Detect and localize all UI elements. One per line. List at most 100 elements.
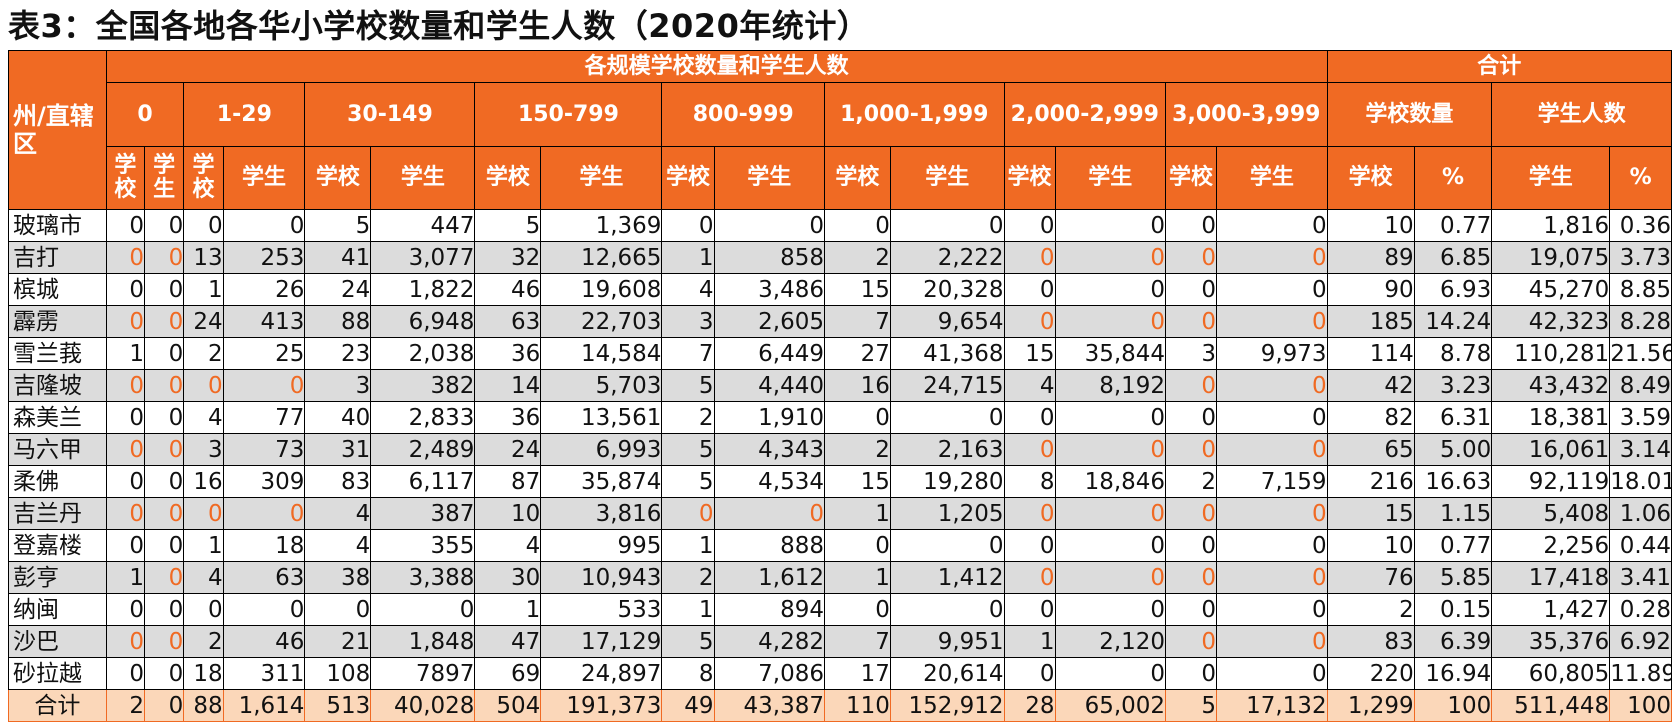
table-row: 雪兰莪 1 0 2 25 23 2,038 36 14,584 7 6,449 27 41,368 15 3…: [8, 337, 1672, 370]
table-cell: 4: [183, 401, 224, 434]
table-cell: 0: [1165, 241, 1218, 274]
table-row: 砂拉越 0 0 18 311 108 7897 69 24,897 8 7,086 17 20,614 0…: [8, 657, 1672, 690]
table-cell: 24,715: [889, 369, 1005, 402]
table-cell: 13,561: [540, 401, 663, 434]
table-cell: 4,282: [713, 625, 825, 658]
table-cell: 0: [1003, 561, 1056, 594]
table-cell: 7,159: [1216, 465, 1328, 498]
table-cell: 0: [1165, 593, 1218, 626]
table-cell: 513: [304, 689, 372, 722]
table-cell: 0: [713, 497, 825, 530]
table-cell: 0: [222, 593, 306, 626]
table-cell: 36: [474, 337, 542, 370]
table-cell: 6,449: [713, 337, 825, 370]
sub-header-school: 学校: [661, 146, 715, 210]
table-cell: 0: [1054, 657, 1167, 690]
table-cell: 0: [1165, 497, 1218, 530]
table-cell: 3: [183, 433, 224, 466]
sub-header-school: 学校: [1165, 146, 1218, 210]
table-cell: 35,376: [1491, 625, 1611, 658]
table-row: 马六甲 0 0 3 73 31 2,489 24 6,993 5 4,343 2 2,163 0 0 0 0 65…: [8, 433, 1672, 466]
table-cell: 18: [183, 657, 224, 690]
table-cell: 14,584: [540, 337, 663, 370]
table-row: 吉兰丹 0 0 0 0 4 387 10 3,816 0 0 1 1,205 0 0 0 0 15 1.15 5,40…: [8, 497, 1672, 530]
group-header-total: 合计: [1326, 50, 1673, 83]
total-row: 合计 2 0 88 1,614 513 40,028 504 191,373 49 43,387 11…: [8, 689, 1672, 722]
table-cell: 1,848: [370, 625, 476, 658]
table-cell: 21: [304, 625, 372, 658]
table-cell: 0: [370, 593, 476, 626]
table-cell: 19,608: [540, 273, 663, 306]
band-header: 30-149: [304, 82, 476, 147]
group-header-size: 各规模学校数量和学生人数: [105, 50, 1328, 83]
table-cell: 5: [474, 209, 542, 242]
table-cell: 1,612: [713, 561, 825, 594]
table-cell: 6.39: [1413, 625, 1493, 658]
table-cell: 0: [1165, 209, 1218, 242]
table-cell: 65,002: [1054, 689, 1167, 722]
table-cell: 6.31: [1413, 401, 1493, 434]
table-cell: 3,388: [370, 561, 476, 594]
table-cell: 0.77: [1413, 209, 1493, 242]
table-cell: 100: [1609, 689, 1672, 722]
table-cell: 2: [183, 625, 224, 658]
table-cell: 0: [143, 433, 185, 466]
table-cell: 0.44: [1609, 529, 1672, 562]
table-cell: 7: [824, 625, 891, 658]
table-cell: 35,874: [540, 465, 663, 498]
table-cell: 0: [1054, 497, 1167, 530]
table-cell: 42,323: [1491, 305, 1611, 338]
sub-header-school: 学校: [304, 146, 372, 210]
table-cell: 6.93: [1413, 273, 1493, 306]
table-cell: 32: [474, 241, 542, 274]
table-cell: 43,387: [713, 689, 825, 722]
table-cell: 1,412: [889, 561, 1005, 594]
table-cell: 0: [661, 497, 715, 530]
table-row: 沙巴 0 0 2 46 21 1,848 47 17,129 5 4,282 7 9,951 1 2,120…: [8, 625, 1672, 658]
table-cell: 0: [143, 529, 185, 562]
table-cell: 5,703: [540, 369, 663, 402]
table-cell: 7: [661, 337, 715, 370]
table-cell: 0: [183, 369, 224, 402]
table-cell: 41,368: [889, 337, 1005, 370]
table-cell: 17,418: [1491, 561, 1611, 594]
table-cell: 0: [222, 497, 306, 530]
table-cell: 8,192: [1054, 369, 1167, 402]
table-cell: 31: [304, 433, 372, 466]
table-cell: 1: [183, 273, 224, 306]
total-students-header: 学生人数: [1491, 82, 1672, 147]
table-cell: 4: [474, 529, 542, 562]
table-cell: 8.78: [1413, 337, 1493, 370]
table-cell: 0: [1054, 305, 1167, 338]
table-cell: 1: [105, 561, 146, 594]
table-cell: 0: [105, 657, 146, 690]
table-cell: 0: [1054, 433, 1167, 466]
table-cell: 0: [1216, 625, 1328, 658]
table-cell: 0: [105, 529, 146, 562]
table-cell: 1,299: [1326, 689, 1415, 722]
table-row: 槟城 0 0 1 26 24 1,822 46 19,608 4 3,486 15 20,328 0 0 0 0…: [8, 273, 1672, 306]
table-cell: 0.15: [1413, 593, 1493, 626]
table-cell: 25: [222, 337, 306, 370]
table-cell: 0.36: [1609, 209, 1672, 242]
table-cell: 41: [304, 241, 372, 274]
table-cell: 16: [824, 369, 891, 402]
table-cell: 0: [1054, 273, 1167, 306]
table-cell: 6,993: [540, 433, 663, 466]
table-cell: 311: [222, 657, 306, 690]
table-cell: 69: [474, 657, 542, 690]
table-cell: 0: [105, 209, 146, 242]
table-cell: 15: [824, 273, 891, 306]
table-cell: 0: [143, 241, 185, 274]
table-cell: 0: [183, 593, 224, 626]
table-cell: 0: [183, 209, 224, 242]
table-cell: 888: [713, 529, 825, 562]
table-cell: 0: [1165, 529, 1218, 562]
table-cell: 0: [1216, 529, 1328, 562]
table-cell: 3.14: [1609, 433, 1672, 466]
table-cell: 216: [1326, 465, 1415, 498]
table-cell: 8.28: [1609, 305, 1672, 338]
table-cell: 0: [1165, 273, 1218, 306]
table-cell: 19,075: [1491, 241, 1611, 274]
table-cell: 0: [143, 401, 185, 434]
